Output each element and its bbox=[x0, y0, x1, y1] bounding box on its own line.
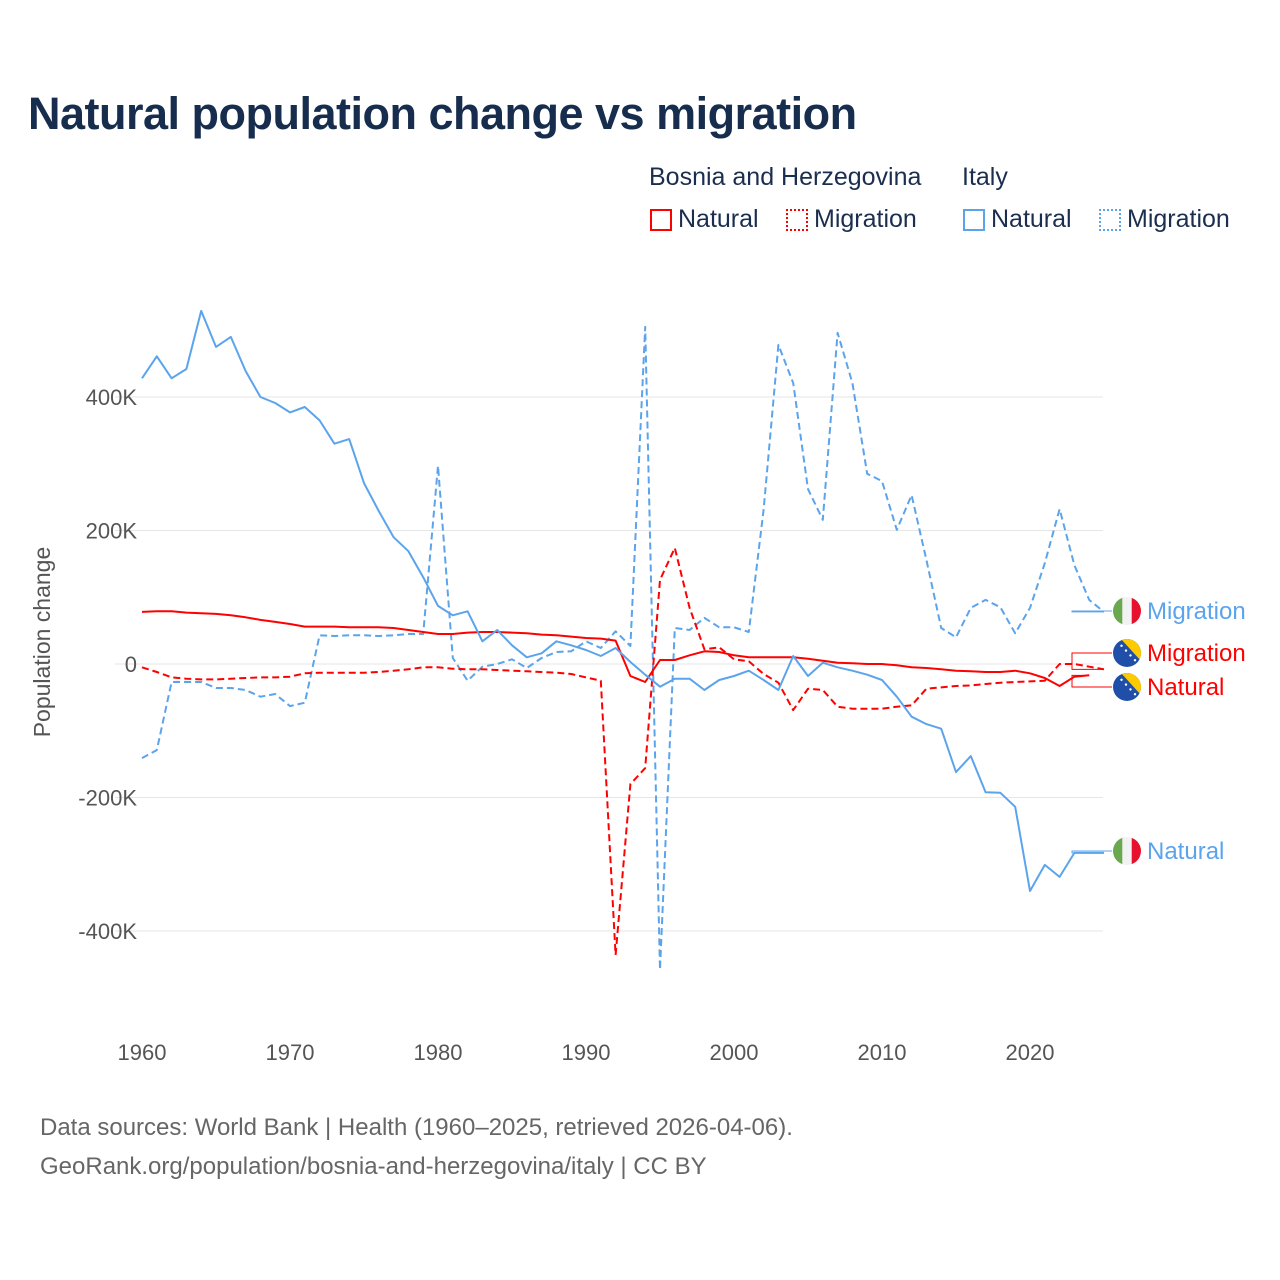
end-label-connector bbox=[1071, 850, 1112, 854]
y-tick-label: 0 bbox=[125, 652, 137, 677]
legend-group-italy: Italy bbox=[962, 163, 1008, 191]
series-end-label: Natural bbox=[1147, 838, 1224, 865]
series-end-label: Natural bbox=[1147, 674, 1224, 701]
footer-link[interactable]: GeoRank.org/population/bosnia-and-herzeg… bbox=[40, 1153, 707, 1180]
legend-italy-natural[interactable]: Natural bbox=[963, 205, 1072, 234]
series-end-label: Migration bbox=[1147, 640, 1246, 667]
series-line-bosnia-and-herzegovina-natural bbox=[141, 610, 1090, 687]
x-tick-label: 2020 bbox=[1006, 1040, 1055, 1065]
bosnia-flag-icon bbox=[1113, 639, 1141, 667]
legend-group-bosnia: Bosnia and Herzegovina bbox=[649, 163, 922, 191]
x-tick-label: 2010 bbox=[858, 1040, 907, 1065]
end-label-connector bbox=[1071, 652, 1112, 670]
legend-label: Natural bbox=[991, 205, 1072, 233]
y-tick-label: 400K bbox=[86, 385, 138, 410]
y-axis-label: Population change bbox=[29, 547, 55, 738]
end-label-connector bbox=[1071, 610, 1112, 613]
italy-flag-icon bbox=[1113, 597, 1141, 625]
y-tick-label: -400K bbox=[78, 919, 137, 944]
legend-bosnia-migration[interactable]: Migration bbox=[786, 205, 917, 234]
footer-sources: Data sources: World Bank | Health (1960–… bbox=[40, 1114, 793, 1141]
series-end-label: Migration bbox=[1147, 598, 1246, 625]
legend-swatch-solid-blue bbox=[963, 208, 985, 231]
legend-label: Natural bbox=[678, 205, 759, 233]
legend-swatch-solid-red bbox=[650, 208, 672, 231]
x-tick-label: 1980 bbox=[414, 1040, 463, 1065]
x-tick-label: 1960 bbox=[118, 1040, 167, 1065]
x-tick-label: 2000 bbox=[710, 1040, 759, 1065]
bosnia-flag-icon bbox=[1113, 673, 1141, 701]
y-tick-label: 200K bbox=[86, 519, 138, 544]
x-tick-label: 1990 bbox=[562, 1040, 611, 1065]
legend-label: Migration bbox=[814, 205, 917, 233]
chart-title: Natural population change vs migration bbox=[28, 88, 857, 139]
series-line-bosnia-and-herzegovina-migration bbox=[141, 546, 1105, 956]
legend-italy-migration[interactable]: Migration bbox=[1099, 205, 1230, 234]
legend-bosnia-natural[interactable]: Natural bbox=[650, 205, 759, 234]
y-tick-label: -200K bbox=[78, 786, 137, 811]
end-label-connector bbox=[1071, 674, 1112, 688]
x-tick-label: 1970 bbox=[266, 1040, 315, 1065]
series-line-italy-natural bbox=[141, 309, 1104, 892]
series-line-italy-migration bbox=[141, 325, 1105, 971]
legend-swatch-dotted-red bbox=[786, 208, 808, 231]
italy-flag-icon bbox=[1113, 837, 1141, 865]
legend-label: Migration bbox=[1127, 205, 1230, 233]
legend-swatch-dotted-blue bbox=[1099, 208, 1121, 231]
footer: Data sources: World Bank | Health (1960–… bbox=[40, 1108, 793, 1186]
